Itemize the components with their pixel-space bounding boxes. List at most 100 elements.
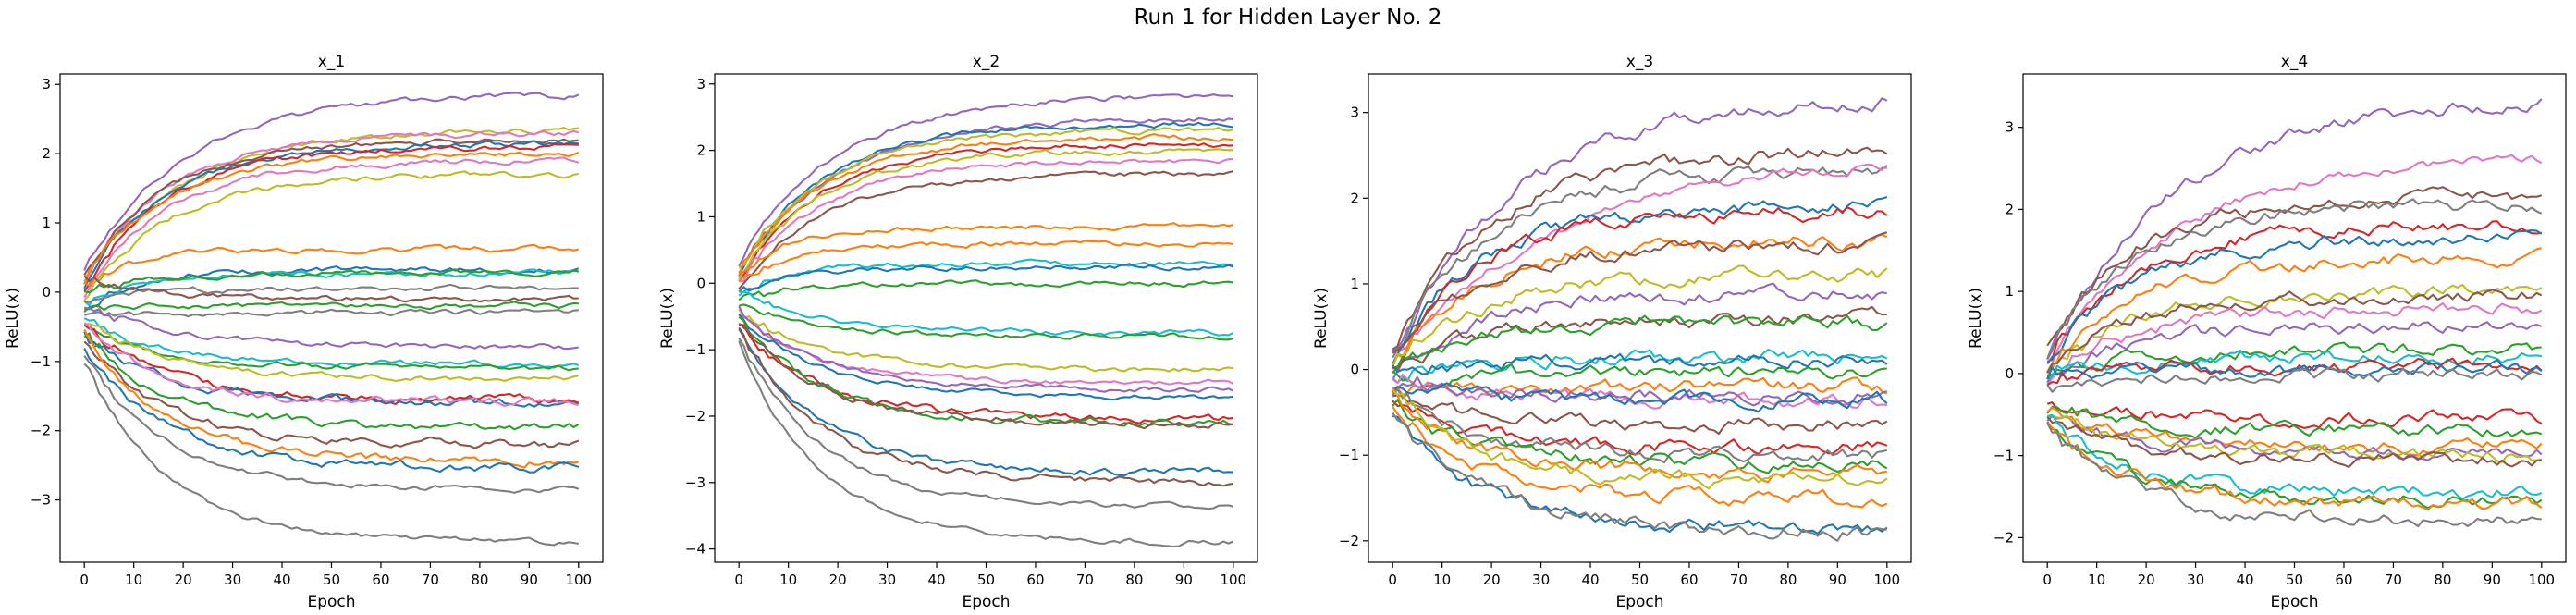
series-line-26 — [738, 338, 1234, 510]
series-line-9 — [2046, 289, 2543, 374]
series-group — [738, 93, 1234, 548]
series-line-20 — [738, 313, 1233, 401]
series-line-21 — [84, 323, 580, 383]
x-axis-label: Epoch — [307, 593, 355, 611]
x-tick-label: 40 — [2236, 572, 2253, 588]
y-tick-label: 2 — [42, 145, 51, 162]
series-line-3 — [1392, 166, 1887, 359]
series-line-16 — [738, 303, 1234, 341]
x-tick-label: 40 — [273, 572, 290, 588]
y-tick-label: −2 — [1993, 529, 2014, 546]
y-axis-label: ReLU(x) — [1312, 288, 1331, 349]
x-tick-label: 50 — [2286, 572, 2303, 588]
series-line-17 — [2046, 401, 2543, 429]
subplot-title: x_4 — [2281, 53, 2308, 71]
series-line-11 — [738, 240, 1233, 282]
series-line-5 — [1392, 196, 1888, 365]
y-tick-label: −2 — [31, 423, 51, 439]
series-line-10 — [1392, 282, 1888, 380]
series-line-30 — [83, 363, 579, 547]
series-line-27 — [738, 340, 1234, 548]
x-tick-label: 100 — [1220, 572, 1246, 588]
x-tick-label: 30 — [878, 572, 896, 588]
x-tick-label: 90 — [1175, 572, 1193, 588]
y-tick-label: −4 — [685, 541, 705, 558]
y-tick-label: 3 — [42, 76, 51, 92]
series-line-24 — [1392, 387, 1887, 484]
series-line-19 — [2046, 406, 2543, 457]
series-line-2 — [2046, 154, 2543, 373]
x-tick-label: 10 — [125, 572, 142, 588]
series-line-14 — [1392, 352, 1888, 375]
series-line-18 — [84, 306, 579, 351]
series-line-20 — [84, 324, 579, 372]
series-line-15 — [83, 275, 579, 303]
series-line-19 — [1392, 382, 1888, 413]
x-tick-label: 50 — [977, 572, 995, 588]
series-line-28 — [1392, 412, 1887, 542]
x-tick-label: 20 — [175, 572, 192, 588]
x-tick-label: 60 — [372, 572, 389, 588]
series-line-9 — [83, 170, 579, 301]
series-line-10 — [2046, 301, 2543, 385]
x-tick-label: 20 — [2138, 572, 2155, 588]
x-tick-label: 20 — [829, 572, 847, 588]
series-line-4 — [1392, 163, 1888, 367]
series-line-8 — [83, 156, 580, 299]
y-tick-label: 2 — [696, 142, 705, 159]
y-tick-label: −2 — [1339, 533, 1359, 549]
y-tick-label: 0 — [2005, 365, 2014, 382]
series-line-3 — [2046, 186, 2543, 347]
series-line-9 — [1392, 264, 1888, 368]
series-line-23 — [738, 323, 1233, 430]
series-line-9 — [738, 170, 1234, 289]
y-tick-label: −1 — [1993, 448, 2014, 464]
series-line-7 — [83, 151, 580, 285]
x-tick-label: 40 — [1581, 572, 1599, 588]
y-tick-label: −1 — [31, 353, 51, 370]
series-line-5 — [738, 132, 1233, 277]
series-line-27 — [1392, 414, 1888, 535]
series-line-10 — [83, 243, 579, 287]
series-line-11 — [2046, 321, 2543, 384]
series-line-6 — [1392, 206, 1888, 370]
series-line-12 — [1392, 314, 1888, 374]
series-line-21 — [2046, 414, 2542, 463]
series-line-16 — [2046, 366, 2543, 393]
series-line-13 — [738, 263, 1234, 293]
x-tick-label: 100 — [565, 572, 592, 588]
subplot-title: x_3 — [1626, 53, 1653, 71]
y-tick-label: 1 — [696, 208, 705, 225]
x-tick-label: 30 — [2187, 572, 2204, 588]
x-tick-label: 60 — [2335, 572, 2352, 588]
series-line-17 — [83, 308, 579, 318]
series-line-1 — [2046, 98, 2543, 361]
subplot-4: 0 10 20 30 40 50 60 70 80 90 100 −2 −1 0 1 2 3 x_4 Epoch Re… — [1967, 53, 2567, 611]
series-line-15 — [1392, 363, 1887, 389]
x-tick-label: 80 — [471, 572, 488, 588]
series-line-17 — [1392, 373, 1887, 410]
series-line-4 — [83, 138, 579, 276]
series-line-6 — [83, 143, 579, 292]
x-tick-label: 70 — [1730, 572, 1748, 588]
series-line-26 — [2046, 422, 2542, 528]
y-tick-label: 3 — [2005, 119, 2014, 136]
x-tick-label: 100 — [1873, 572, 1900, 588]
series-line-22 — [83, 324, 580, 406]
series-line-25 — [1392, 406, 1888, 509]
series-line-10 — [738, 222, 1234, 275]
series-line-15 — [2046, 359, 2543, 380]
series-line-2 — [738, 117, 1233, 274]
series-line-14 — [738, 279, 1233, 301]
x-tick-label: 50 — [1631, 572, 1649, 588]
series-line-16 — [1392, 376, 1888, 397]
x-tick-label: 30 — [1532, 572, 1550, 588]
series-group — [1392, 97, 1888, 542]
x-tick-label: 60 — [1680, 572, 1698, 588]
x-tick-label: 0 — [734, 572, 743, 588]
series-line-7 — [738, 148, 1233, 280]
series-line-16 — [83, 301, 579, 313]
y-axis-label: ReLU(x) — [4, 288, 22, 349]
series-line-7 — [2046, 247, 2543, 379]
